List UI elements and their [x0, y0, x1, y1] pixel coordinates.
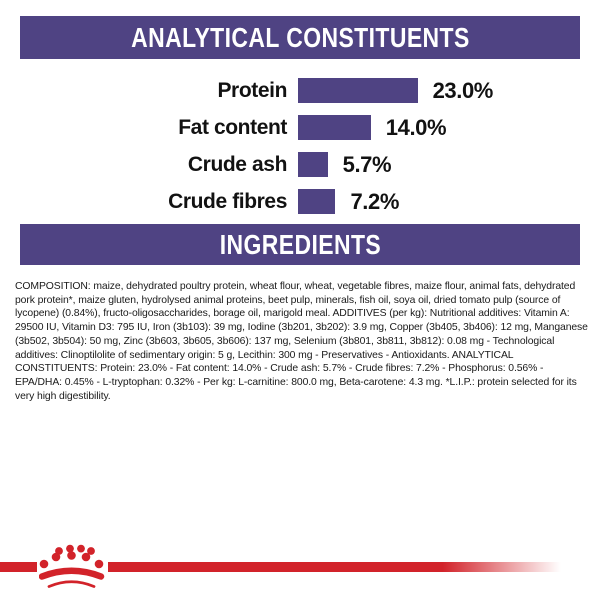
brand-red-bar-right [108, 562, 600, 572]
chart-value: 5.7% [342, 151, 392, 177]
chart-row-crude-fibres: Crude fibres 7.2% [0, 183, 600, 220]
ingredients-title: INGREDIENTS [219, 228, 381, 260]
analytical-constituents-title: ANALYTICAL CONSTITUENTS [130, 21, 470, 53]
composition-text: COMPOSITION: maize, dehydrated poultry p… [15, 281, 588, 402]
chart-value: 23.0% [432, 77, 494, 103]
analytical-constituents-banner: ANALYTICAL CONSTITUENTS [20, 16, 580, 59]
ingredients-banner: INGREDIENTS [20, 224, 580, 265]
chart-value: 14.0% [385, 114, 447, 140]
chart-row-label: Crude fibres [168, 189, 287, 213]
chart-row-label: Fat content [178, 115, 287, 139]
royal-canin-crown-icon [39, 544, 105, 588]
chart-row-fat-content: Fat content 14.0% [0, 109, 600, 146]
chart-bar [298, 115, 371, 140]
chart-bar [298, 78, 418, 103]
chart-row-label: Protein [217, 78, 287, 102]
analytical-constituents-chart: Protein 23.0% Fat content 14.0% Crude as… [0, 72, 600, 220]
brand-red-bar-left [0, 562, 37, 572]
chart-bar [298, 189, 336, 214]
chart-row-crude-ash: Crude ash 5.7% [0, 146, 600, 183]
chart-value: 7.2% [350, 188, 399, 214]
chart-row-label: Crude ash [187, 152, 287, 176]
chart-bar [298, 152, 328, 177]
chart-row-protein: Protein 23.0% [0, 72, 600, 109]
